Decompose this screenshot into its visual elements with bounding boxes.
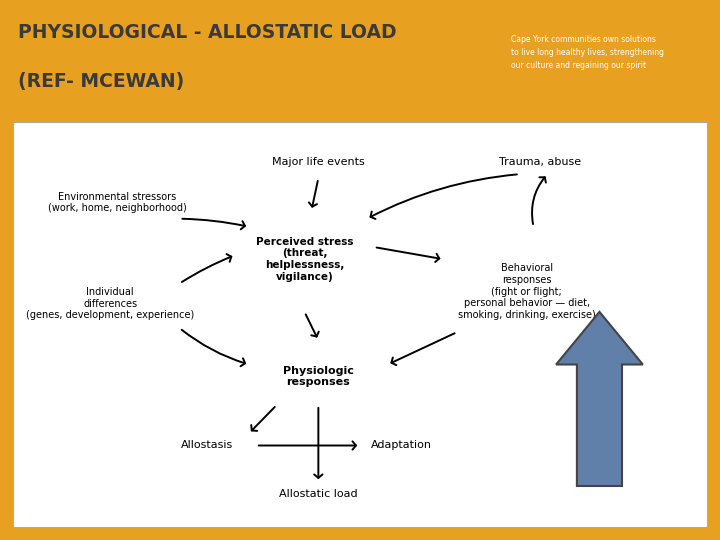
- Text: Adaptation: Adaptation: [371, 441, 432, 450]
- Text: Behavioral
responses
(fight or flight;
personal behavior — diet,
smoking, drinki: Behavioral responses (fight or flight; p…: [458, 264, 595, 320]
- Text: Major life events: Major life events: [272, 157, 365, 167]
- Text: Cape York communities own solutions
to live long healthy lives, strengthening
ou: Cape York communities own solutions to l…: [511, 35, 665, 70]
- Text: PHYSIOLOGICAL - ALLOSTATIC LOAD: PHYSIOLOGICAL - ALLOSTATIC LOAD: [18, 23, 397, 42]
- Text: (REF- MCEWAN): (REF- MCEWAN): [18, 72, 184, 91]
- Text: Physiologic
responses: Physiologic responses: [283, 366, 354, 388]
- Text: Perceived stress
(threat,
helplessness,
vigilance): Perceived stress (threat, helplessness, …: [256, 237, 354, 281]
- Text: Allostatic load: Allostatic load: [279, 489, 358, 499]
- Polygon shape: [556, 312, 643, 486]
- Text: Allostasis: Allostasis: [181, 441, 233, 450]
- Text: Individual
differences
(genes, development, experience): Individual differences (genes, developme…: [26, 287, 194, 320]
- Text: Trauma, abuse: Trauma, abuse: [500, 157, 582, 167]
- Text: Environmental stressors
(work, home, neighborhood): Environmental stressors (work, home, nei…: [48, 192, 186, 213]
